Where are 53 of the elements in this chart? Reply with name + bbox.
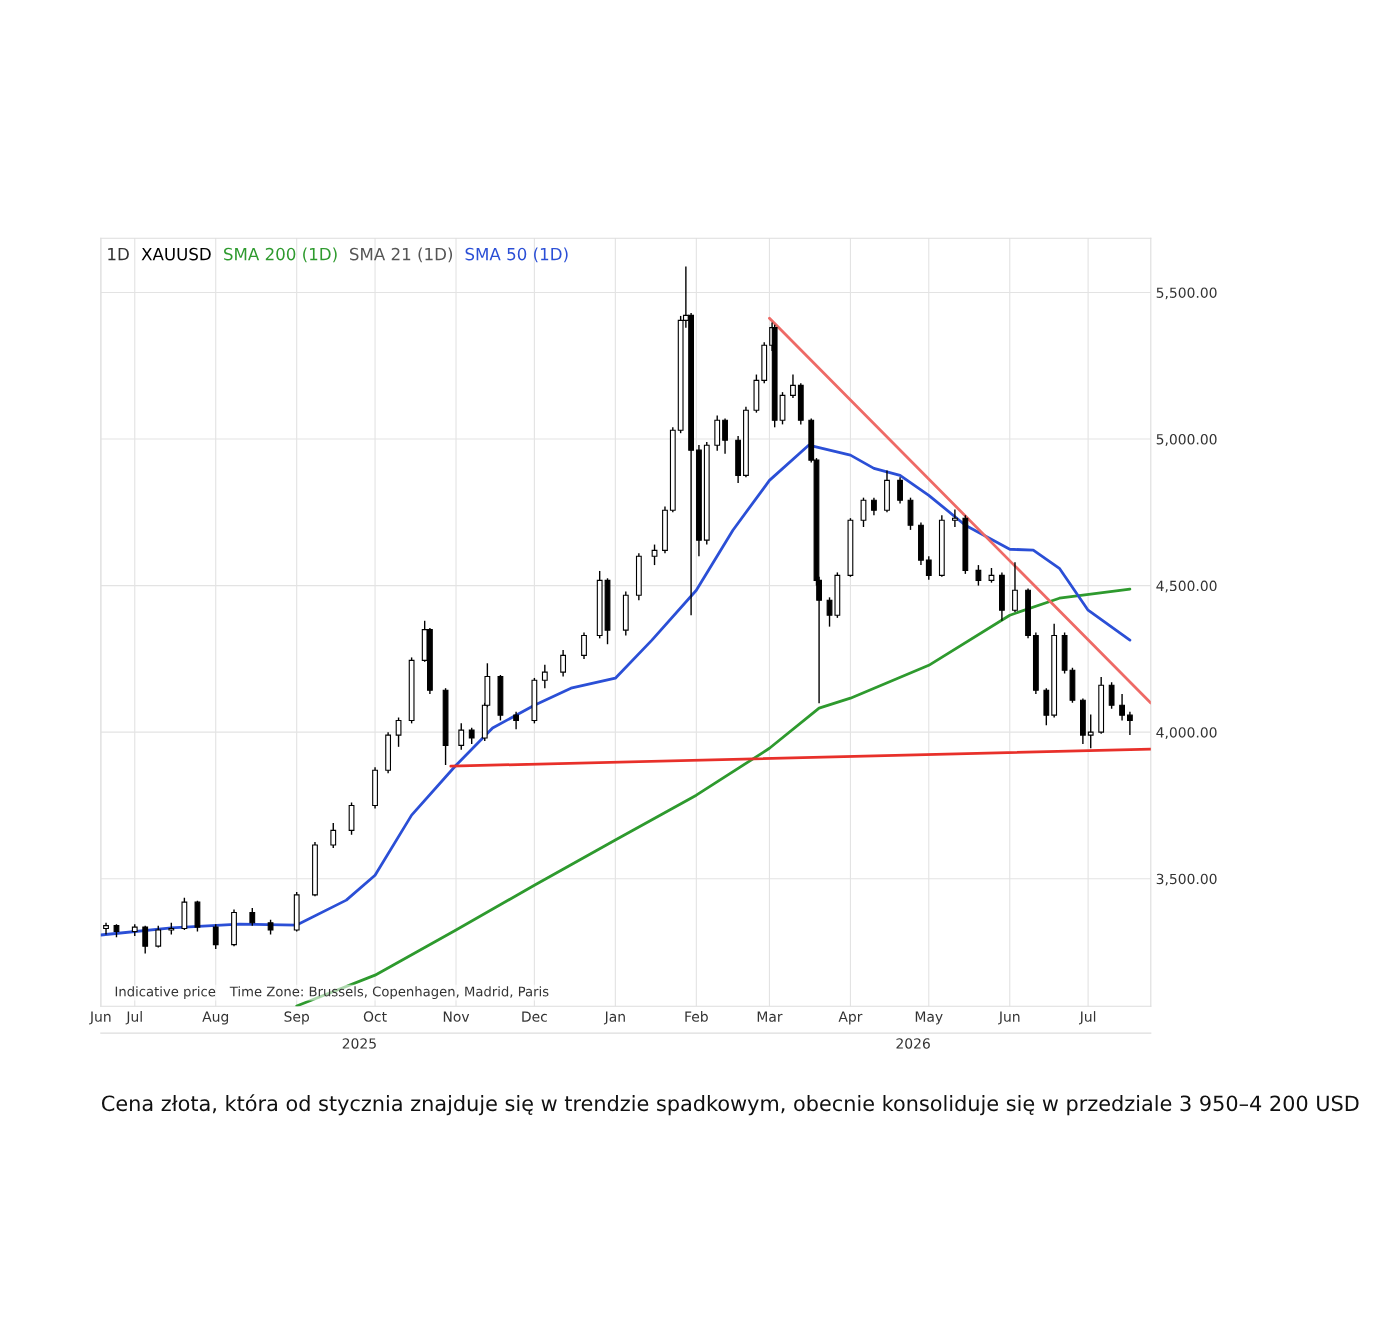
text: XAUUSD [141, 247, 211, 261]
text: Cena złota, która od stycznia znajduje się w trendzie spadkowym, obecnie konsoliduje się w przedziale 3 950–4 200 USD [101, 1094, 1359, 1116]
text: SMA 50 (1D) [465, 247, 568, 263]
candlestick [925, 555, 932, 581]
y-tick-label: 3,500.00 [1156, 873, 1217, 886]
candlestick [155, 924, 162, 949]
x-tick-label: Aug [202, 1011, 229, 1025]
x-tick-label: Dec [522, 1011, 547, 1022]
x-tick-label: Sep [284, 1011, 310, 1025]
candlestick [458, 722, 465, 751]
candlestick [581, 631, 587, 660]
x-tick-label: Jun [998, 1011, 1020, 1025]
text: SMA 200 (1D) [224, 247, 337, 263]
candlestick [951, 508, 958, 528]
candlestick [790, 373, 796, 399]
x-tick-label: Jan [603, 1011, 625, 1025]
x-tick-label: Nov [443, 1011, 470, 1022]
candlestick [212, 923, 219, 950]
y-tick-label: 4,500.00 [1156, 580, 1217, 593]
x-tick-label: Feb [685, 1011, 708, 1022]
candlestick [1119, 693, 1125, 722]
candlestick [897, 476, 903, 505]
candlestick [1126, 710, 1133, 736]
candlestick [541, 664, 548, 689]
x2-tick-label: 2026 [896, 1038, 930, 1049]
candlestick [1108, 681, 1115, 710]
candlestick [1087, 713, 1094, 749]
legend-label: SMA 21 (1D) [349, 247, 453, 263]
x-tick-label: Jul [125, 1011, 142, 1025]
y-tick-label: 4,000.00 [1156, 727, 1217, 740]
candlestick [651, 543, 658, 566]
candlestick [513, 710, 520, 730]
x2-tick-label: 2025 [342, 1038, 376, 1049]
x-tick-label: Jun [89, 1011, 111, 1025]
candlestick [560, 649, 567, 678]
y-tick-label: 5,500.00 [1156, 287, 1217, 300]
y-tick-label: 5,000.00 [1156, 434, 1217, 446]
candlestick [722, 417, 728, 455]
x-tick-label: Jul [1079, 1011, 1096, 1025]
x-tick-label: Apr [838, 1011, 863, 1025]
candlestick [975, 564, 982, 587]
candlestick [142, 924, 149, 955]
x-tick-label: May [915, 1011, 943, 1025]
annotation: Time Zone: Brussels, Copenhagen, Madrid, Paris [229, 986, 549, 999]
candlestick [330, 822, 337, 849]
annotation: Indicative price [115, 986, 216, 999]
legend-title: 1D [108, 248, 129, 261]
candlestick [860, 496, 867, 528]
line-series [100, 443, 1132, 937]
candlestick [395, 716, 402, 748]
candlestick [1012, 561, 1018, 613]
x-tick-label: Mar [757, 1011, 783, 1022]
x-tick-label: Oct [363, 1011, 387, 1022]
